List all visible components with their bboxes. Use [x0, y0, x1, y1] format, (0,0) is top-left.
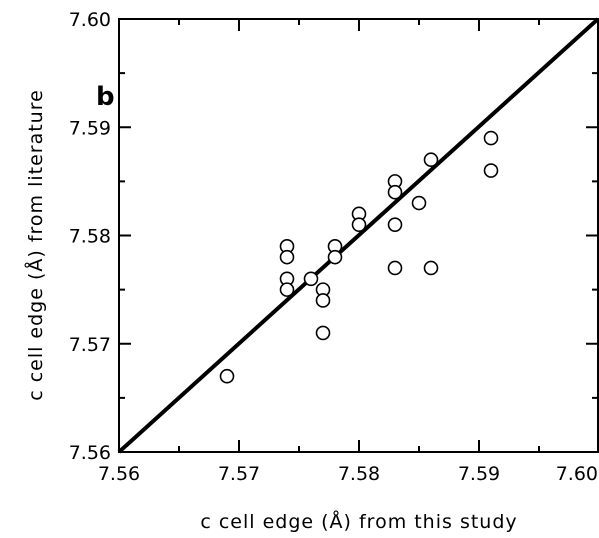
- data-point: [315, 325, 331, 341]
- data-point: [279, 249, 295, 265]
- data-point: [387, 184, 403, 200]
- axis-ticks: [118, 18, 599, 453]
- y-tick-label: 7.57: [69, 334, 111, 356]
- x-axis-title: c cell edge (Å) from this study: [200, 510, 517, 533]
- data-point: [279, 282, 295, 297]
- data-point: [303, 271, 319, 287]
- data-point: [219, 368, 235, 384]
- data-point: [423, 260, 439, 276]
- x-tick-label: 7.56: [98, 463, 140, 485]
- y-axis-title: c cell edge (Å) from literature: [24, 89, 47, 401]
- data-point: [351, 217, 367, 232]
- x-tick-label: 7.59: [458, 463, 500, 485]
- data-point: [411, 195, 427, 211]
- data-point: [387, 260, 403, 276]
- data-point: [327, 249, 343, 265]
- identity-line: [117, 17, 599, 454]
- y-tick-label: 7.58: [69, 226, 111, 248]
- x-tick-label: 7.60: [556, 463, 598, 485]
- y-tick-labels: 7.56 7.57 7.58 7.59 7.60: [69, 9, 111, 464]
- plot-area: [117, 17, 599, 454]
- y-tick-label: 7.56: [69, 442, 111, 464]
- x-tick-label: 7.57: [218, 463, 260, 485]
- data-point: [483, 163, 499, 178]
- data-point: [315, 293, 331, 308]
- data-point: [483, 130, 499, 146]
- data-point: [387, 217, 403, 232]
- x-tick-label: 7.58: [338, 463, 380, 485]
- y-tick-label: 7.60: [69, 9, 111, 31]
- data-points: [219, 130, 499, 384]
- x-tick-labels: 7.56 7.57 7.58 7.59 7.60: [98, 463, 598, 485]
- panel-label: b: [96, 82, 115, 112]
- y-tick-label: 7.59: [69, 117, 111, 139]
- data-point: [423, 152, 439, 168]
